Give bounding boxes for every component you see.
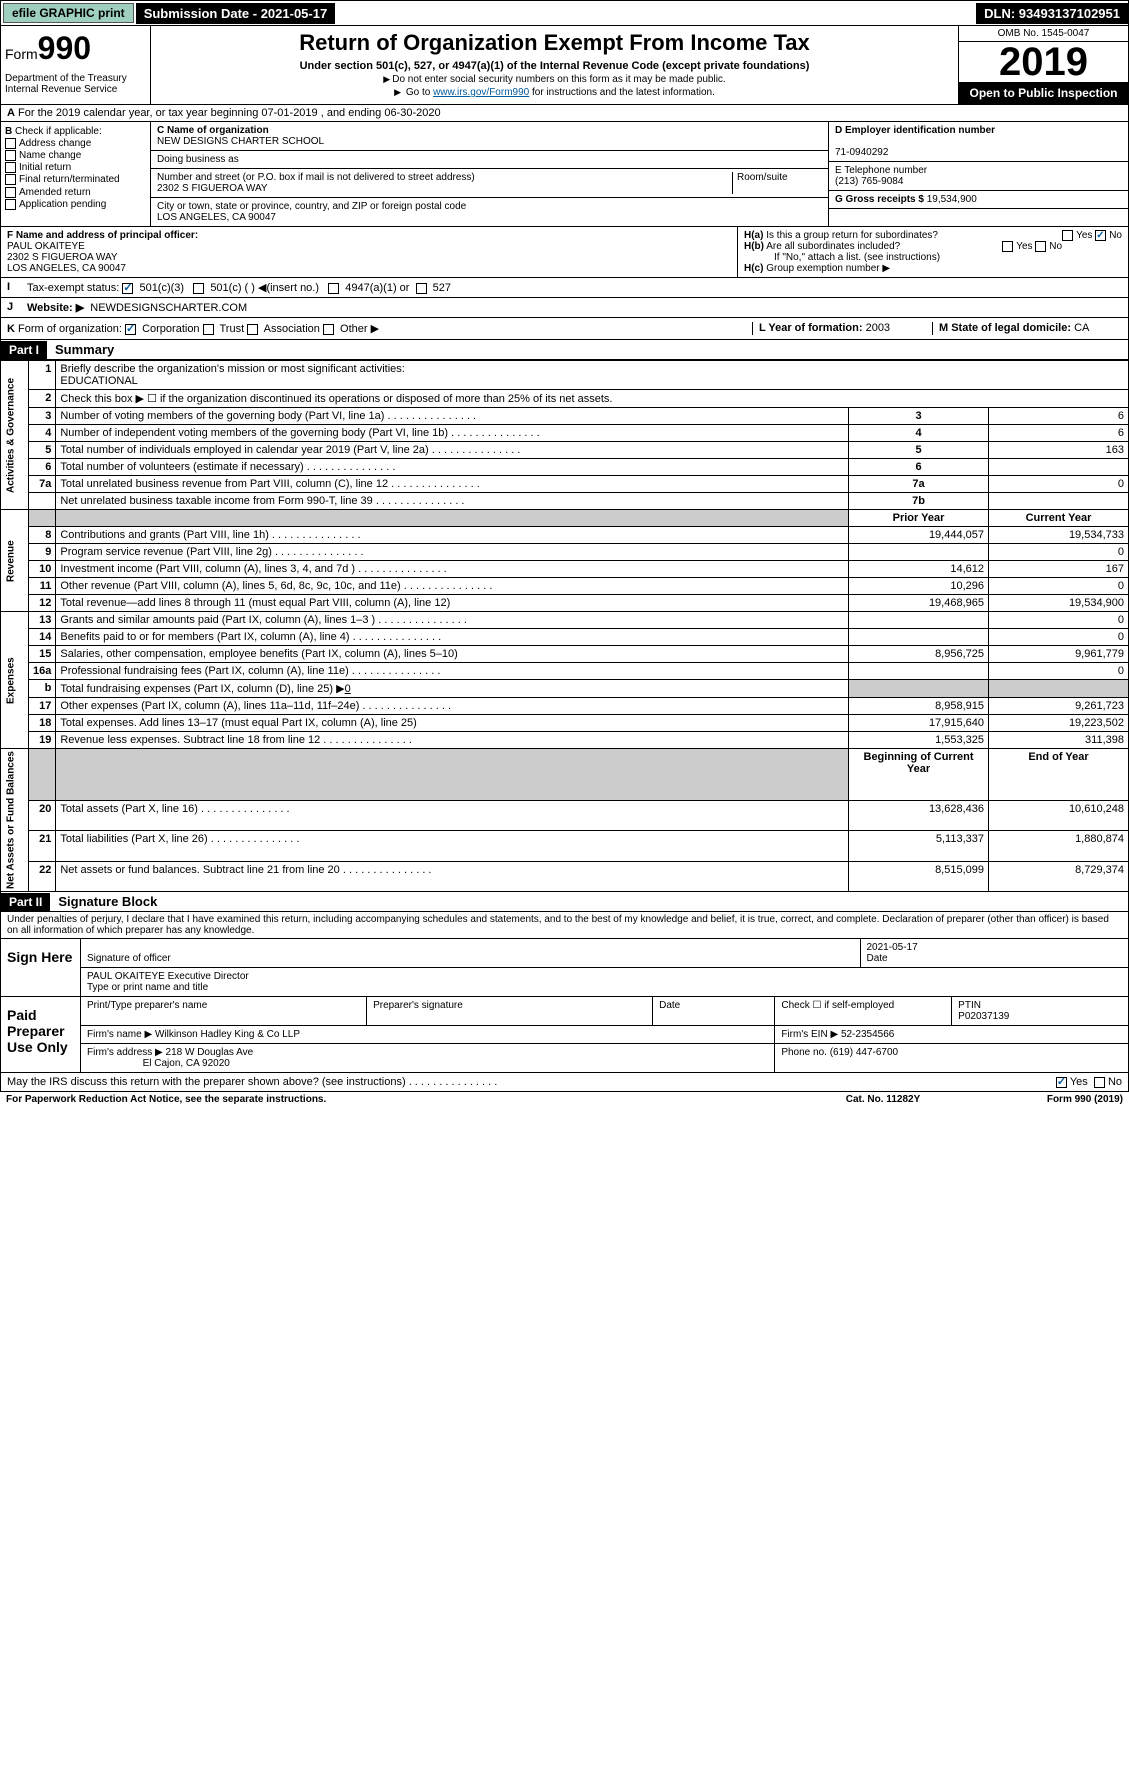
sign-here-block: Sign Here Signature of officer 2021-05-1… (0, 939, 1129, 997)
goto-note: Go to www.irs.gov/Form990 for instructio… (155, 87, 954, 98)
treasury-dept: Department of the Treasury Internal Reve… (5, 73, 146, 95)
ssn-note: Do not enter social security numbers on … (155, 74, 954, 85)
org-street: 2302 S FIGUEROA WAY (157, 183, 268, 194)
firm-ein: 52-2354566 (841, 1029, 894, 1040)
form-number: 990 (38, 30, 91, 66)
org-name: NEW DESIGNS CHARTER SCHOOL (157, 136, 324, 147)
open-inspection: Open to Public Inspection (959, 82, 1128, 104)
val-7a: 0 (989, 476, 1129, 493)
efile-button[interactable]: efile GRAPHIC print (3, 3, 134, 23)
cb-name-change[interactable]: Name change (5, 150, 146, 161)
paid-preparer-block: Paid Preparer Use Only Print/Type prepar… (0, 997, 1129, 1073)
website: NEWDESIGNSCHARTER.COM (90, 302, 247, 314)
dln: DLN: 93493137102951 (976, 3, 1128, 24)
cb-discuss-yes[interactable] (1056, 1077, 1067, 1088)
val-6 (989, 459, 1129, 476)
discuss-row: May the IRS discuss this return with the… (0, 1073, 1129, 1092)
val-3: 6 (989, 408, 1129, 425)
cb-amended-return[interactable]: Amended return (5, 187, 146, 198)
state-domicile: CA (1074, 322, 1089, 334)
form-prefix: Form (5, 46, 38, 62)
val-5: 163 (989, 442, 1129, 459)
firm-phone: (619) 447-6700 (830, 1047, 898, 1058)
perjury-text: Under penalties of perjury, I declare th… (0, 912, 1129, 939)
org-info-block: B Check if applicable: Address change Na… (0, 122, 1129, 227)
check-applicable: Check if applicable: (15, 126, 102, 137)
form-header: Form990 Department of the Treasury Inter… (0, 26, 1129, 105)
website-row: J Website: ▶ NEWDESIGNSCHARTER.COM (0, 298, 1129, 318)
part1-bar: Part I Summary (0, 340, 1129, 360)
ein: 71-0940292 (835, 147, 888, 158)
mission-text: EDUCATIONAL (60, 375, 137, 387)
officer-print-name: PAUL OKAITEYE Executive Director (87, 971, 249, 982)
gross-receipts: 19,534,900 (927, 194, 977, 205)
phone: (213) 765-9084 (835, 176, 903, 187)
irs-link[interactable]: www.irs.gov/Form990 (433, 87, 529, 98)
firm-name: Wilkinson Hadley King & Co LLP (155, 1029, 300, 1040)
sidelabel-revenue: Revenue (1, 510, 29, 612)
org-city: LOS ANGELES, CA 90047 (157, 212, 276, 223)
part2-bar: Part II Signature Block (0, 892, 1129, 912)
cb-discuss-no[interactable] (1094, 1077, 1105, 1088)
val-4: 6 (989, 425, 1129, 442)
sidelabel-governance: Activities & Governance (1, 361, 29, 510)
top-bar: efile GRAPHIC print Submission Date - 20… (0, 0, 1129, 26)
officer-name: PAUL OKAITEYE (7, 241, 85, 252)
summary-table: Activities & Governance 1 Briefly descri… (0, 360, 1129, 892)
val-7b (989, 493, 1129, 510)
cb-app-pending[interactable]: Application pending (5, 199, 146, 210)
tax-exempt-row: I Tax-exempt status: 501(c)(3) 501(c) ( … (0, 278, 1129, 298)
officer-group-row: F Name and address of principal officer:… (0, 227, 1129, 278)
submission-date: Submission Date - 2021-05-17 (136, 3, 336, 24)
form-of-org-row: K Form of organization: Corporation Trus… (0, 318, 1129, 340)
tax-year: 2019 (959, 42, 1128, 82)
sign-date: 2021-05-17 (867, 942, 918, 953)
cb-initial-return[interactable]: Initial return (5, 162, 146, 173)
sidelabel-expenses: Expenses (1, 612, 29, 749)
sidelabel-netassets: Net Assets or Fund Balances (1, 749, 29, 892)
cb-address-change[interactable]: Address change (5, 138, 146, 149)
cb-501c3[interactable] (122, 283, 133, 294)
form-subtitle: Under section 501(c), 527, or 4947(a)(1)… (155, 60, 954, 72)
ptin: P02037139 (958, 1011, 1009, 1022)
form-title: Return of Organization Exempt From Incom… (155, 30, 954, 56)
footer-note: For Paperwork Reduction Act Notice, see … (0, 1092, 1129, 1107)
line-a: A For the 2019 calendar year, or tax yea… (0, 105, 1129, 122)
cb-final-return[interactable]: Final return/terminated (5, 174, 146, 185)
year-formed: 2003 (866, 322, 890, 334)
